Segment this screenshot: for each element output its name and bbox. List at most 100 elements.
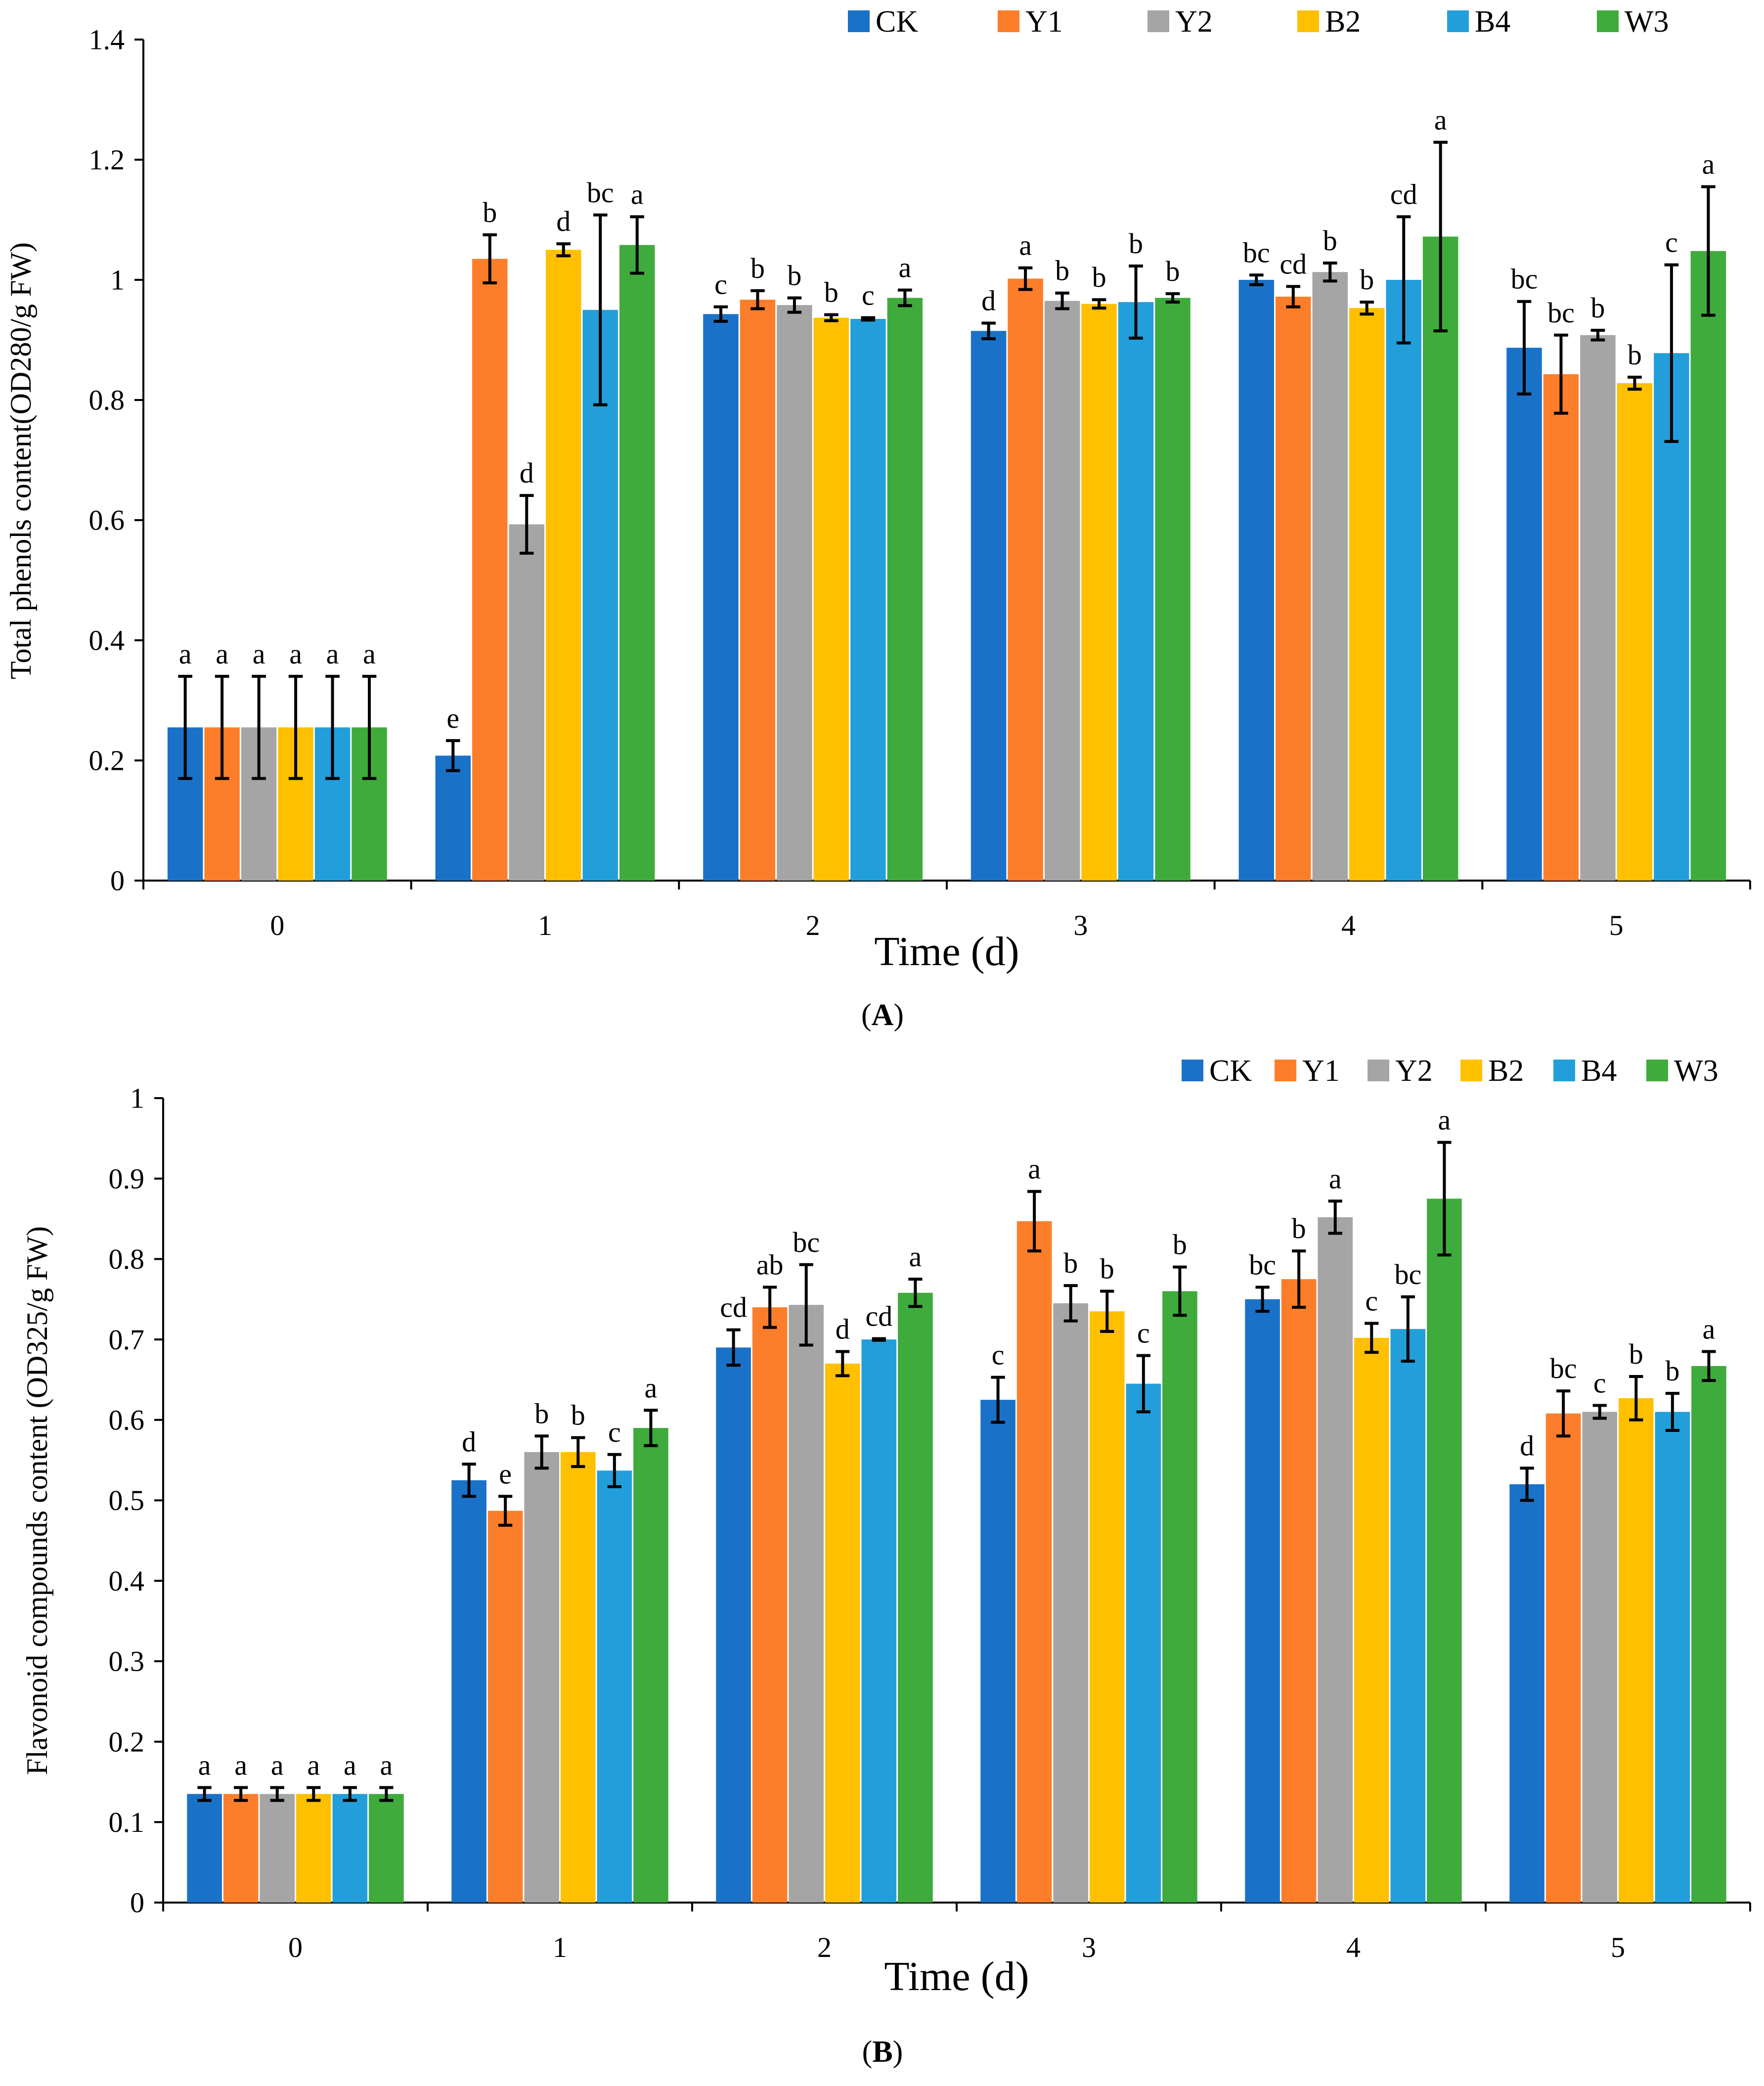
- bar: [1276, 297, 1311, 881]
- x-tick-label: 0: [288, 1931, 303, 1963]
- bar: [970, 331, 1007, 881]
- bar: [187, 1794, 222, 1903]
- significance-letter: a: [1438, 1104, 1451, 1136]
- bar: [825, 1363, 860, 1903]
- y-tick-label: 0.8: [89, 384, 125, 416]
- bar: [524, 1452, 560, 1903]
- significance-letter: a: [380, 1749, 393, 1781]
- y-tick-label: 1.4: [89, 24, 125, 56]
- bar: [369, 1794, 404, 1903]
- bar: [619, 245, 655, 881]
- legend-swatch: [1275, 1060, 1296, 1081]
- significance-letter: a: [271, 1749, 284, 1781]
- significance-letter: e: [446, 702, 459, 734]
- significance-letter: a: [898, 252, 911, 284]
- legend-label: B4: [1475, 5, 1510, 39]
- legend-label: CK: [1209, 1054, 1252, 1088]
- significance-letter: a: [216, 638, 228, 670]
- significance-letter: b: [1063, 1247, 1078, 1279]
- legend-label: CK: [876, 5, 918, 39]
- significance-letter: a: [1703, 1313, 1716, 1345]
- legend-swatch: [1553, 1060, 1575, 1081]
- legend-swatch: [1460, 1060, 1482, 1081]
- legend-swatch: [1597, 10, 1619, 32]
- panel-a: 00.20.40.60.811.21.40 1 2 3 4 5aecdbcbcabbacd…: [4, 5, 1751, 1032]
- significance-letter: a: [1019, 229, 1032, 262]
- significance-letter: cd: [865, 1300, 892, 1332]
- significance-letter: b: [1360, 264, 1374, 296]
- panel-b: 00.10.20.30.40.50.60.70.80.910 1 2 3 4 5adcdc…: [21, 1054, 1751, 2069]
- panel-label-letter: B: [872, 2035, 892, 2069]
- y-tick-label: 0.7: [109, 1324, 145, 1356]
- y-tick-label: 0.2: [109, 1726, 145, 1758]
- legend-swatch: [1646, 1060, 1668, 1081]
- legend-label: W3: [1625, 5, 1669, 39]
- bar: [509, 524, 545, 881]
- bar: [1506, 348, 1542, 881]
- bar: [1354, 1337, 1389, 1903]
- x-tick-label: 5: [1611, 1931, 1625, 1963]
- significance-letter: b: [1629, 1338, 1643, 1370]
- panel-label-close-paren: ): [893, 998, 904, 1032]
- x-axis-label: Time (d): [884, 1953, 1029, 1999]
- significance-letter: a: [631, 178, 644, 210]
- bar: [1691, 1366, 1726, 1903]
- significance-letter: bc: [793, 1226, 820, 1258]
- bar: [1008, 278, 1043, 881]
- panel-label: (A): [861, 998, 904, 1032]
- significance-letter: a: [289, 638, 302, 670]
- bar: [1427, 1198, 1462, 1903]
- significance-letter: cd: [1390, 178, 1417, 210]
- y-tick-label: 0: [110, 865, 125, 897]
- significance-letter: ab: [756, 1248, 784, 1281]
- significance-letter: c: [862, 279, 875, 311]
- bar: [1580, 335, 1616, 881]
- significance-letter: bc: [1249, 1248, 1276, 1281]
- y-axis-label: Flavonoid compounds content (OD325/g FW): [21, 1226, 53, 1775]
- significance-letter: c: [1365, 1285, 1378, 1317]
- significance-letter: d: [836, 1313, 850, 1345]
- legend-swatch: [848, 10, 870, 32]
- bar: [1016, 1221, 1052, 1903]
- legend-label: Y2: [1395, 1054, 1433, 1088]
- x-tick-label: 4: [1341, 909, 1356, 941]
- legend-swatch: [998, 10, 1019, 32]
- y-tick-label: 0.8: [109, 1243, 145, 1275]
- bar: [633, 1428, 668, 1903]
- bar: [435, 755, 471, 881]
- significance-letter: b: [1173, 1229, 1187, 1261]
- significance-letter: cd: [1279, 248, 1307, 280]
- y-tick-label: 0.4: [89, 624, 125, 657]
- bar: [597, 1470, 632, 1903]
- bar: [1238, 280, 1275, 881]
- y-tick-label: 0.4: [109, 1565, 145, 1597]
- bar: [1318, 1217, 1353, 1903]
- bar: [1390, 1329, 1426, 1903]
- bar: [1312, 272, 1348, 881]
- bar: [716, 1347, 751, 1903]
- bar: [789, 1305, 824, 1903]
- legend-label: W3: [1674, 1054, 1719, 1088]
- bar: [1081, 304, 1117, 881]
- bar: [740, 300, 776, 881]
- significance-letter: a: [344, 1749, 356, 1781]
- bar: [545, 250, 581, 881]
- x-tick-label: 1: [553, 1931, 567, 1963]
- bar: [223, 1794, 259, 1903]
- bar: [1044, 301, 1080, 881]
- significance-letter: b: [1129, 227, 1143, 260]
- bar: [898, 1292, 933, 1903]
- x-axis-label: Time (d): [874, 929, 1019, 975]
- bar: [1162, 1291, 1197, 1903]
- y-tick-label: 0: [130, 1887, 144, 1919]
- significance-letter: a: [1028, 1153, 1041, 1185]
- y-tick-label: 0.2: [89, 745, 125, 777]
- x-tick-label: 3: [1073, 909, 1088, 941]
- significance-letter: a: [179, 638, 192, 670]
- significance-letter: b: [1628, 339, 1642, 371]
- bar: [980, 1400, 1015, 1903]
- bar: [1618, 1398, 1654, 1903]
- bar: [777, 305, 812, 881]
- significance-letter: c: [1593, 1367, 1606, 1399]
- bar: [1545, 1413, 1581, 1903]
